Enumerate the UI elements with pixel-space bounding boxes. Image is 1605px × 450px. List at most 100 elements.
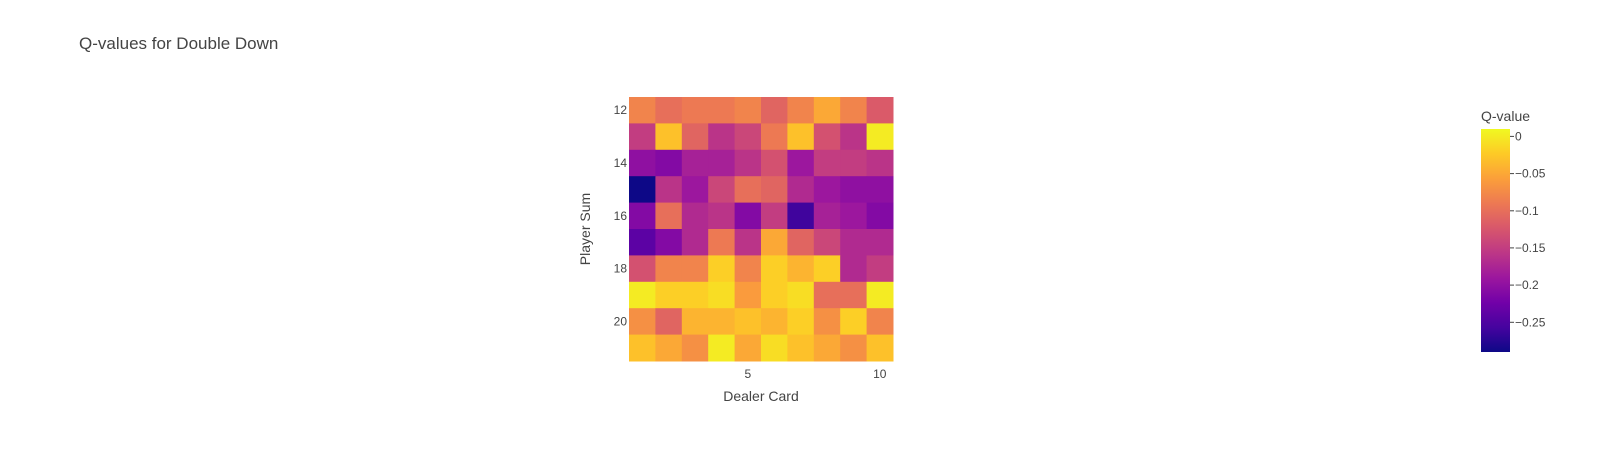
heatmap-cell [629,176,656,204]
y-axis-ticks: 12 14 16 18 20 [614,103,628,328]
heatmap-cell [629,255,656,283]
heatmap-cell [813,97,841,124]
heatmap-cell [734,255,762,283]
heatmap-cell [787,334,815,362]
heatmap-cell [761,255,788,283]
heatmap-cell [840,202,868,230]
heatmap-cell [734,149,762,177]
heatmap-cell [840,308,868,336]
heatmap-cell [840,123,868,151]
x-axis-ticks: 5 10 [744,367,886,381]
heatmap-cell [681,97,709,124]
heatmap-cell [813,255,841,283]
heatmap-cell [629,97,656,124]
heatmap-cell [708,334,736,362]
heatmap-cell [629,229,656,256]
heatmap-cell [761,123,788,151]
colorbar-tick-label: −0.1 [1515,204,1539,218]
heatmap-cell [761,281,788,309]
heatmap-cell [734,334,762,362]
heatmap-cell [681,176,709,204]
heatmap-cell [787,202,815,230]
heatmap-cell [866,97,894,124]
chart-title: Q-values for Double Down [79,34,278,53]
heatmap-cell [681,281,709,309]
heatmap-cell [708,308,736,336]
heatmap-cell [734,281,762,309]
heatmap-cell [708,255,736,283]
heatmap-cell [761,308,788,336]
heatmap-cell [681,123,709,151]
heatmap-cell [629,334,656,362]
y-tick-label: 12 [614,103,628,117]
heatmap-cell [708,97,736,124]
heatmap-cell [708,229,736,256]
heatmap-cell [813,149,841,177]
heatmap-cell [866,176,894,204]
heatmap-cell [681,149,709,177]
heatmap-cell [866,334,894,362]
heatmap-cell [787,281,815,309]
heatmap-cell [813,308,841,336]
x-axis-title: Dealer Card [723,388,798,404]
heatmap-cell [655,255,683,283]
heatmap-cell [840,281,868,309]
heatmap-cell [655,229,683,256]
heatmap-cell [629,281,656,309]
heatmap-cell [787,97,815,124]
heatmap-cell [813,281,841,309]
heatmap-cell [655,334,683,362]
heatmap-cell [761,229,788,256]
heatmap-cell [655,281,683,309]
heatmap-cell [734,123,762,151]
heatmap-cell [866,123,894,151]
heatmap-cell [681,229,709,256]
heatmap-cell [761,334,788,362]
heatmap-cell [629,123,656,151]
colorbar-tick-label: −0.15 [1515,241,1546,255]
heatmap-cells [629,97,894,362]
heatmap-cell [866,202,894,230]
heatmap-cell [787,123,815,151]
y-tick-label: 18 [614,262,628,276]
heatmap-cell [708,202,736,230]
heatmap-cell [840,334,868,362]
heatmap-cell [734,202,762,230]
heatmap-cell [734,97,762,124]
heatmap-cell [734,176,762,204]
heatmap-cell [655,97,683,124]
heatmap-cell [866,281,894,309]
colorbar-title: Q-value [1481,108,1530,124]
heatmap-cell [734,308,762,336]
heatmap-cell [761,176,788,204]
colorbar-ticks: 0 −0.05 −0.1 −0.15 −0.2 −0.25 [1510,129,1546,329]
heatmap-cell [655,123,683,151]
colorbar [1481,129,1510,352]
heatmap-cell [681,334,709,362]
colorbar-tick-label: −0.25 [1515,315,1546,329]
x-tick-label: 10 [873,367,887,381]
heatmap-cell [866,255,894,283]
heatmap-cell [761,97,788,124]
heatmap-cell [813,334,841,362]
heatmap-cell [629,149,656,177]
heatmap-cell [655,308,683,336]
heatmap-cell [840,97,868,124]
y-tick-label: 16 [614,209,628,223]
heatmap-cell [629,202,656,230]
y-tick-label: 14 [614,156,628,170]
heatmap-cell [655,176,683,204]
heatmap-cell [787,308,815,336]
x-tick-label: 5 [744,367,751,381]
heatmap-cell [840,229,868,256]
heatmap-cell [708,123,736,151]
heatmap-cell [840,255,868,283]
colorbar-tick-label: −0.2 [1515,278,1539,292]
heatmap-cell [681,308,709,336]
heatmap-cell [840,176,868,204]
heatmap-cell [708,281,736,309]
heatmap-cell [708,149,736,177]
y-tick-label: 20 [614,314,628,328]
y-axis-title: Player Sum [577,193,593,265]
